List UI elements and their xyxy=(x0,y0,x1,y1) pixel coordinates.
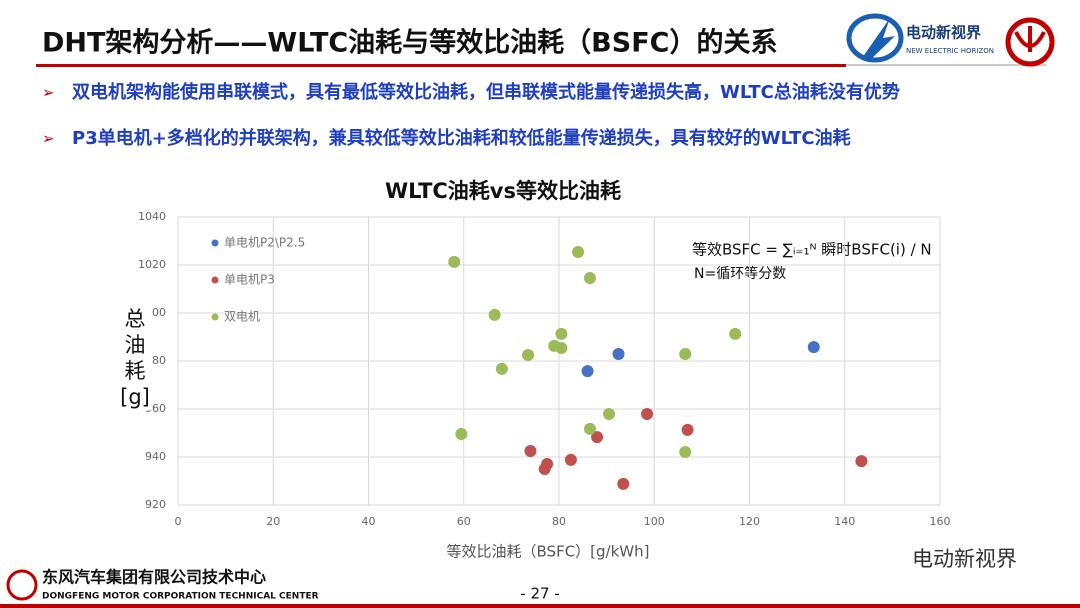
point xyxy=(603,408,616,421)
bullet-arrow: ➢ xyxy=(42,84,55,102)
point xyxy=(729,327,742,340)
slide-title: DHT架构分析——WLTC油耗与等效比油耗（BSFC）的关系 xyxy=(42,27,777,59)
point xyxy=(488,308,501,321)
bullet: 双电机架构能使用串联模式，具有最低等效比油耗，但串联模式能量传递损失高，WLTC… xyxy=(72,81,900,103)
point xyxy=(679,348,692,361)
dongfeng-logo-inner xyxy=(1014,26,1046,52)
page-number: - 27 - xyxy=(520,585,559,603)
point xyxy=(617,477,630,490)
y-tick-label: 1040 xyxy=(138,210,166,223)
point xyxy=(495,362,508,375)
point xyxy=(555,342,568,355)
x-tick-label: 40 xyxy=(362,515,376,528)
x-tick-label: 160 xyxy=(930,515,951,528)
point xyxy=(855,455,868,468)
x-axis-title: 等效比油耗（BSFC）[g/kWh] xyxy=(447,543,650,561)
x-tick-label: 120 xyxy=(739,515,760,528)
dongfeng-logo xyxy=(1005,17,1055,67)
y-tick-label: 1020 xyxy=(138,258,166,271)
watermark: 电动新视界 xyxy=(912,547,1017,571)
x-tick-label: 60 xyxy=(457,515,471,528)
point xyxy=(572,246,585,259)
point xyxy=(583,271,596,284)
legend-label: 单电机P3 xyxy=(224,273,275,287)
logo-text-en: NEW ELECTRIC HORIZON xyxy=(906,47,994,55)
y-axis-title: 总油耗[g] xyxy=(118,306,152,410)
legend-label: 双电机 xyxy=(224,310,260,324)
point xyxy=(591,431,604,444)
point xyxy=(524,445,537,457)
footer-company: 东风汽车集团有限公司技术中心 xyxy=(42,568,266,587)
point xyxy=(681,423,694,436)
point xyxy=(538,463,551,475)
footer-logo xyxy=(6,569,38,601)
footer-company-en: DONGFENG MOTOR CORPORATION TECHNICAL CEN… xyxy=(42,592,319,602)
title-rule xyxy=(36,64,846,67)
formula-note: N=循环等分数 xyxy=(694,265,786,282)
point xyxy=(522,349,535,361)
legend-label: 单电机P2\P2.5 xyxy=(224,236,305,250)
logo-text: 电动新视界 xyxy=(906,24,981,42)
point xyxy=(448,255,461,268)
formula: 等效BSFC = ∑ᵢ₌₁ᴺ 瞬时BSFC(i) / N xyxy=(692,241,932,259)
y-tick-label: 940 xyxy=(145,450,166,463)
y-tick-label: 920 xyxy=(145,498,166,511)
point xyxy=(581,365,594,378)
point xyxy=(564,453,577,466)
x-tick-label: 0 xyxy=(175,515,182,528)
bullet-arrow: ➢ xyxy=(42,130,55,148)
legend-marker xyxy=(211,276,219,284)
title-rule-gray xyxy=(846,64,1046,66)
point xyxy=(583,422,596,435)
logo-mark xyxy=(846,13,904,63)
logo-bolt xyxy=(862,18,895,62)
point xyxy=(641,408,654,421)
point xyxy=(555,327,568,340)
x-tick-label: 140 xyxy=(834,515,855,528)
legend-marker xyxy=(211,313,219,321)
chart-title: WLTC油耗vs等效比油耗 xyxy=(385,179,621,203)
footer-rule xyxy=(0,604,1080,608)
x-tick-label: 20 xyxy=(266,515,280,528)
point xyxy=(679,445,692,458)
point xyxy=(612,348,625,361)
x-tick-label: 100 xyxy=(644,515,665,528)
legend-marker xyxy=(211,239,219,247)
x-tick-label: 80 xyxy=(552,515,566,528)
point xyxy=(807,341,820,354)
point xyxy=(455,427,468,440)
bullet: P3单电机+多档化的并联架构，兼具较低等效比油耗和较低能量传递损失，具有较好的W… xyxy=(72,127,851,149)
